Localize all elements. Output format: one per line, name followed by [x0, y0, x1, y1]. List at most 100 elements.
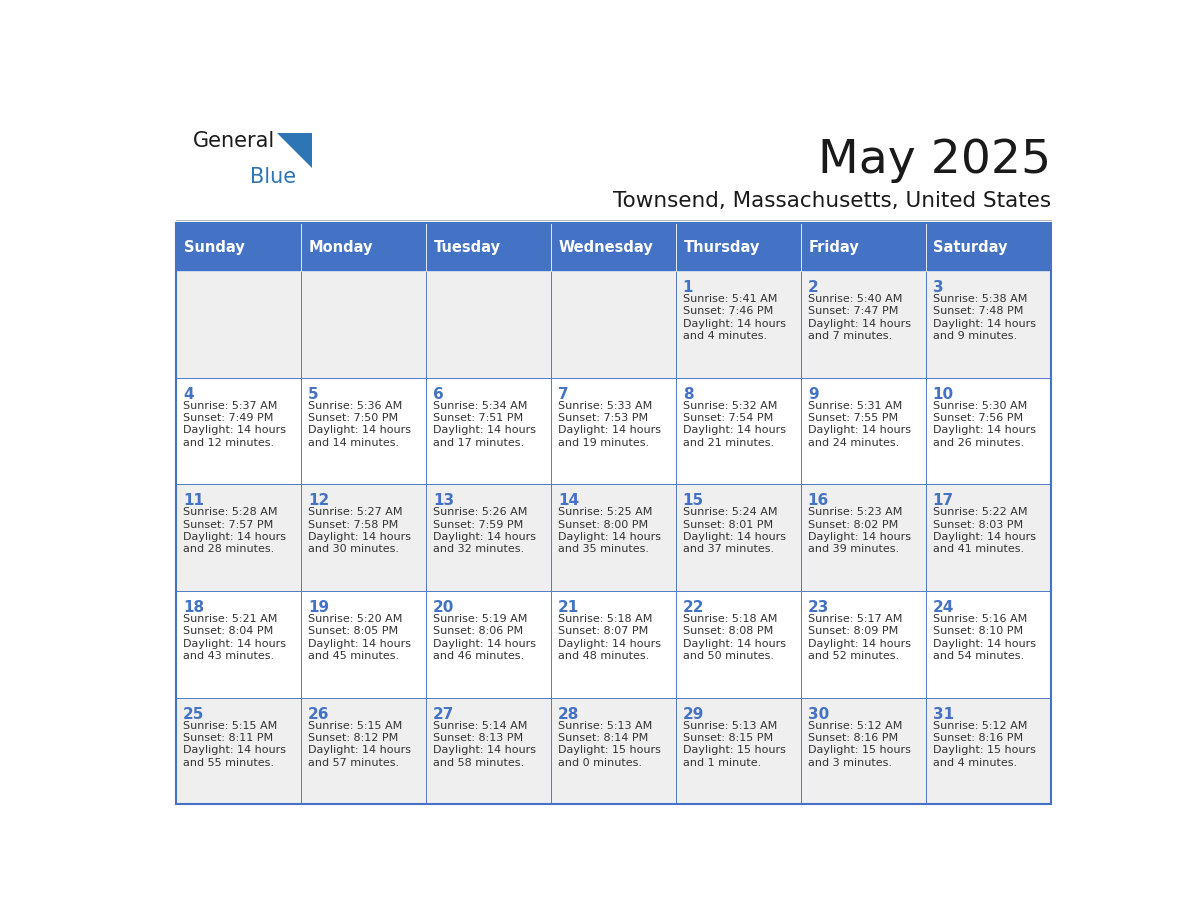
Text: Daylight: 15 hours: Daylight: 15 hours [558, 745, 661, 756]
Bar [176, 698, 301, 804]
Text: Sunrise: 5:31 AM: Sunrise: 5:31 AM [808, 400, 902, 410]
Text: 4: 4 [183, 386, 194, 402]
Text: Daylight: 14 hours: Daylight: 14 hours [308, 532, 411, 542]
Text: Sunset: 8:16 PM: Sunset: 8:16 PM [808, 733, 898, 743]
Text: Sunrise: 5:12 AM: Sunrise: 5:12 AM [933, 721, 1028, 731]
Text: Daylight: 14 hours: Daylight: 14 hours [432, 532, 536, 542]
Text: Daylight: 14 hours: Daylight: 14 hours [933, 425, 1036, 435]
Bar [801, 223, 925, 271]
Text: Daylight: 14 hours: Daylight: 14 hours [183, 425, 286, 435]
Bar [551, 698, 676, 804]
Text: 1: 1 [683, 280, 694, 295]
Bar [551, 485, 676, 591]
Text: Sunrise: 5:21 AM: Sunrise: 5:21 AM [183, 614, 277, 624]
Text: Sunset: 8:08 PM: Sunset: 8:08 PM [683, 626, 773, 636]
Text: 3: 3 [933, 280, 943, 295]
Text: 29: 29 [683, 707, 704, 722]
Text: and 7 minutes.: and 7 minutes. [808, 331, 892, 341]
Bar [176, 377, 301, 485]
Text: Daylight: 14 hours: Daylight: 14 hours [183, 532, 286, 542]
Text: 24: 24 [933, 600, 954, 615]
Bar [551, 223, 676, 271]
Text: Daylight: 14 hours: Daylight: 14 hours [933, 532, 1036, 542]
Text: and 0 minutes.: and 0 minutes. [558, 757, 642, 767]
Text: 31: 31 [933, 707, 954, 722]
Bar [176, 271, 301, 377]
Text: and 24 minutes.: and 24 minutes. [808, 438, 899, 448]
Text: 20: 20 [432, 600, 454, 615]
Bar [551, 271, 676, 377]
Text: 15: 15 [683, 493, 704, 509]
Text: 18: 18 [183, 600, 204, 615]
Text: Sunset: 8:03 PM: Sunset: 8:03 PM [933, 520, 1023, 530]
Text: Sunrise: 5:23 AM: Sunrise: 5:23 AM [808, 508, 902, 517]
Text: 23: 23 [808, 600, 829, 615]
Text: Thursday: Thursday [683, 240, 760, 254]
Text: Sunrise: 5:20 AM: Sunrise: 5:20 AM [308, 614, 403, 624]
Text: Sunset: 8:12 PM: Sunset: 8:12 PM [308, 733, 398, 743]
Text: Sunrise: 5:26 AM: Sunrise: 5:26 AM [432, 508, 527, 517]
Text: Sunrise: 5:38 AM: Sunrise: 5:38 AM [933, 294, 1028, 304]
Text: and 28 minutes.: and 28 minutes. [183, 544, 274, 554]
Bar [676, 377, 801, 485]
Text: and 41 minutes.: and 41 minutes. [933, 544, 1024, 554]
Text: Sunset: 7:53 PM: Sunset: 7:53 PM [558, 413, 647, 423]
Bar [551, 591, 676, 698]
Text: Sunset: 8:07 PM: Sunset: 8:07 PM [558, 626, 649, 636]
Text: Daylight: 14 hours: Daylight: 14 hours [308, 425, 411, 435]
Text: 7: 7 [558, 386, 569, 402]
Text: Sunset: 7:51 PM: Sunset: 7:51 PM [432, 413, 523, 423]
Text: and 1 minute.: and 1 minute. [683, 757, 762, 767]
Text: Sunset: 8:00 PM: Sunset: 8:00 PM [558, 520, 647, 530]
Text: Daylight: 14 hours: Daylight: 14 hours [183, 639, 286, 649]
Bar [176, 591, 301, 698]
Text: and 3 minutes.: and 3 minutes. [808, 757, 892, 767]
Text: Daylight: 14 hours: Daylight: 14 hours [808, 425, 911, 435]
Text: Sunrise: 5:16 AM: Sunrise: 5:16 AM [933, 614, 1026, 624]
Text: and 55 minutes.: and 55 minutes. [183, 757, 274, 767]
Text: Tuesday: Tuesday [434, 240, 500, 254]
Text: Sunset: 8:15 PM: Sunset: 8:15 PM [683, 733, 773, 743]
Text: Sunset: 7:48 PM: Sunset: 7:48 PM [933, 307, 1023, 316]
Bar [176, 223, 1051, 804]
Bar [426, 223, 551, 271]
Text: Sunrise: 5:18 AM: Sunrise: 5:18 AM [558, 614, 652, 624]
Text: Sunrise: 5:37 AM: Sunrise: 5:37 AM [183, 400, 277, 410]
Text: 27: 27 [432, 707, 454, 722]
Text: and 37 minutes.: and 37 minutes. [683, 544, 773, 554]
Text: Sunset: 8:02 PM: Sunset: 8:02 PM [808, 520, 898, 530]
Text: 12: 12 [308, 493, 329, 509]
Bar [426, 698, 551, 804]
Bar [925, 223, 1051, 271]
Bar [801, 377, 925, 485]
Text: 30: 30 [808, 707, 829, 722]
Text: and 30 minutes.: and 30 minutes. [308, 544, 399, 554]
Text: 28: 28 [558, 707, 580, 722]
Text: Daylight: 14 hours: Daylight: 14 hours [683, 425, 785, 435]
Bar [676, 485, 801, 591]
Text: 8: 8 [683, 386, 694, 402]
Text: and 26 minutes.: and 26 minutes. [933, 438, 1024, 448]
Bar [301, 377, 426, 485]
Text: and 50 minutes.: and 50 minutes. [683, 651, 773, 661]
Text: and 45 minutes.: and 45 minutes. [308, 651, 399, 661]
Text: and 52 minutes.: and 52 minutes. [808, 651, 899, 661]
Bar [801, 485, 925, 591]
Text: Sunrise: 5:27 AM: Sunrise: 5:27 AM [308, 508, 403, 517]
Text: 19: 19 [308, 600, 329, 615]
Text: Sunrise: 5:32 AM: Sunrise: 5:32 AM [683, 400, 777, 410]
Text: Daylight: 14 hours: Daylight: 14 hours [432, 425, 536, 435]
Bar [801, 271, 925, 377]
Text: Sunset: 8:16 PM: Sunset: 8:16 PM [933, 733, 1023, 743]
Text: and 54 minutes.: and 54 minutes. [933, 651, 1024, 661]
Text: Daylight: 14 hours: Daylight: 14 hours [183, 745, 286, 756]
Text: and 58 minutes.: and 58 minutes. [432, 757, 524, 767]
Text: Sunset: 7:55 PM: Sunset: 7:55 PM [808, 413, 898, 423]
Text: Daylight: 14 hours: Daylight: 14 hours [933, 639, 1036, 649]
Text: Sunset: 7:56 PM: Sunset: 7:56 PM [933, 413, 1023, 423]
Text: 9: 9 [808, 386, 819, 402]
Text: Sunset: 7:59 PM: Sunset: 7:59 PM [432, 520, 523, 530]
Text: Sunset: 7:46 PM: Sunset: 7:46 PM [683, 307, 773, 316]
Text: and 17 minutes.: and 17 minutes. [432, 438, 524, 448]
Bar [925, 698, 1051, 804]
